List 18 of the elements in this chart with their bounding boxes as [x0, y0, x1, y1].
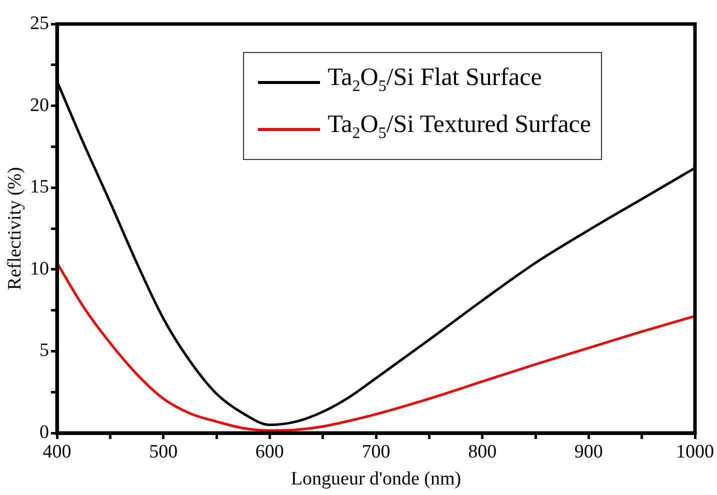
legend-label: Ta$_{2}$O$_{5}$/Si Flat Surface [328, 63, 542, 97]
x-tick-label: 1000 [676, 441, 714, 462]
y-axis-title: Reflectivity (%) [4, 167, 26, 290]
x-tick-label: 600 [255, 441, 284, 462]
x-tick-label: 800 [468, 441, 497, 462]
x-tick-label: 400 [42, 441, 72, 462]
y-tick-label: 0 [40, 422, 49, 443]
y-tick-label: 10 [30, 258, 49, 280]
x-axis-title: Longueur d'onde (nm) [290, 468, 462, 490]
y-tick-label: 20 [30, 94, 49, 116]
x-tick-label: 900 [574, 441, 603, 462]
x-tick-label: 700 [362, 441, 390, 462]
y-tick-label: 5 [40, 340, 49, 362]
x-tick-label: 500 [149, 441, 178, 462]
line-series [57, 262, 695, 432]
legend-label: Ta$_{2}$O$_{5}$/Si Textured Surface [328, 110, 591, 144]
y-tick-label: 25 [30, 12, 49, 34]
y-tick-label: 15 [30, 176, 49, 198]
